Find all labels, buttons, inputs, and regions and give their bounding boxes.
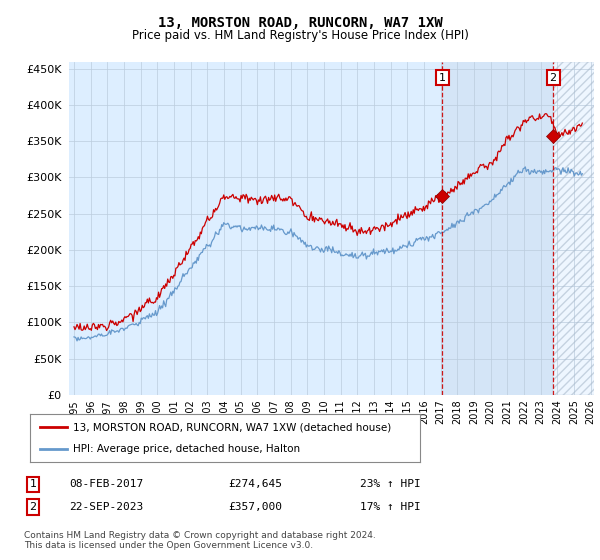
Text: 13, MORSTON ROAD, RUNCORN, WA7 1XW: 13, MORSTON ROAD, RUNCORN, WA7 1XW — [158, 16, 442, 30]
Text: 17% ↑ HPI: 17% ↑ HPI — [360, 502, 421, 512]
Bar — [442, 62, 553, 395]
Bar — [553, 62, 599, 395]
Text: 1: 1 — [439, 73, 446, 82]
Bar — [553, 62, 599, 395]
Text: 13, MORSTON ROAD, RUNCORN, WA7 1XW (detached house): 13, MORSTON ROAD, RUNCORN, WA7 1XW (deta… — [73, 422, 391, 432]
Text: Contains HM Land Registry data © Crown copyright and database right 2024.
This d: Contains HM Land Registry data © Crown c… — [24, 531, 376, 550]
Text: 22-SEP-2023: 22-SEP-2023 — [69, 502, 143, 512]
Text: HPI: Average price, detached house, Halton: HPI: Average price, detached house, Halt… — [73, 444, 300, 454]
Text: 23% ↑ HPI: 23% ↑ HPI — [360, 479, 421, 489]
Text: 2: 2 — [550, 73, 557, 82]
Text: £274,645: £274,645 — [228, 479, 282, 489]
Text: Price paid vs. HM Land Registry's House Price Index (HPI): Price paid vs. HM Land Registry's House … — [131, 29, 469, 42]
Text: 08-FEB-2017: 08-FEB-2017 — [69, 479, 143, 489]
Text: £357,000: £357,000 — [228, 502, 282, 512]
Text: 2: 2 — [29, 502, 37, 512]
Text: 1: 1 — [29, 479, 37, 489]
